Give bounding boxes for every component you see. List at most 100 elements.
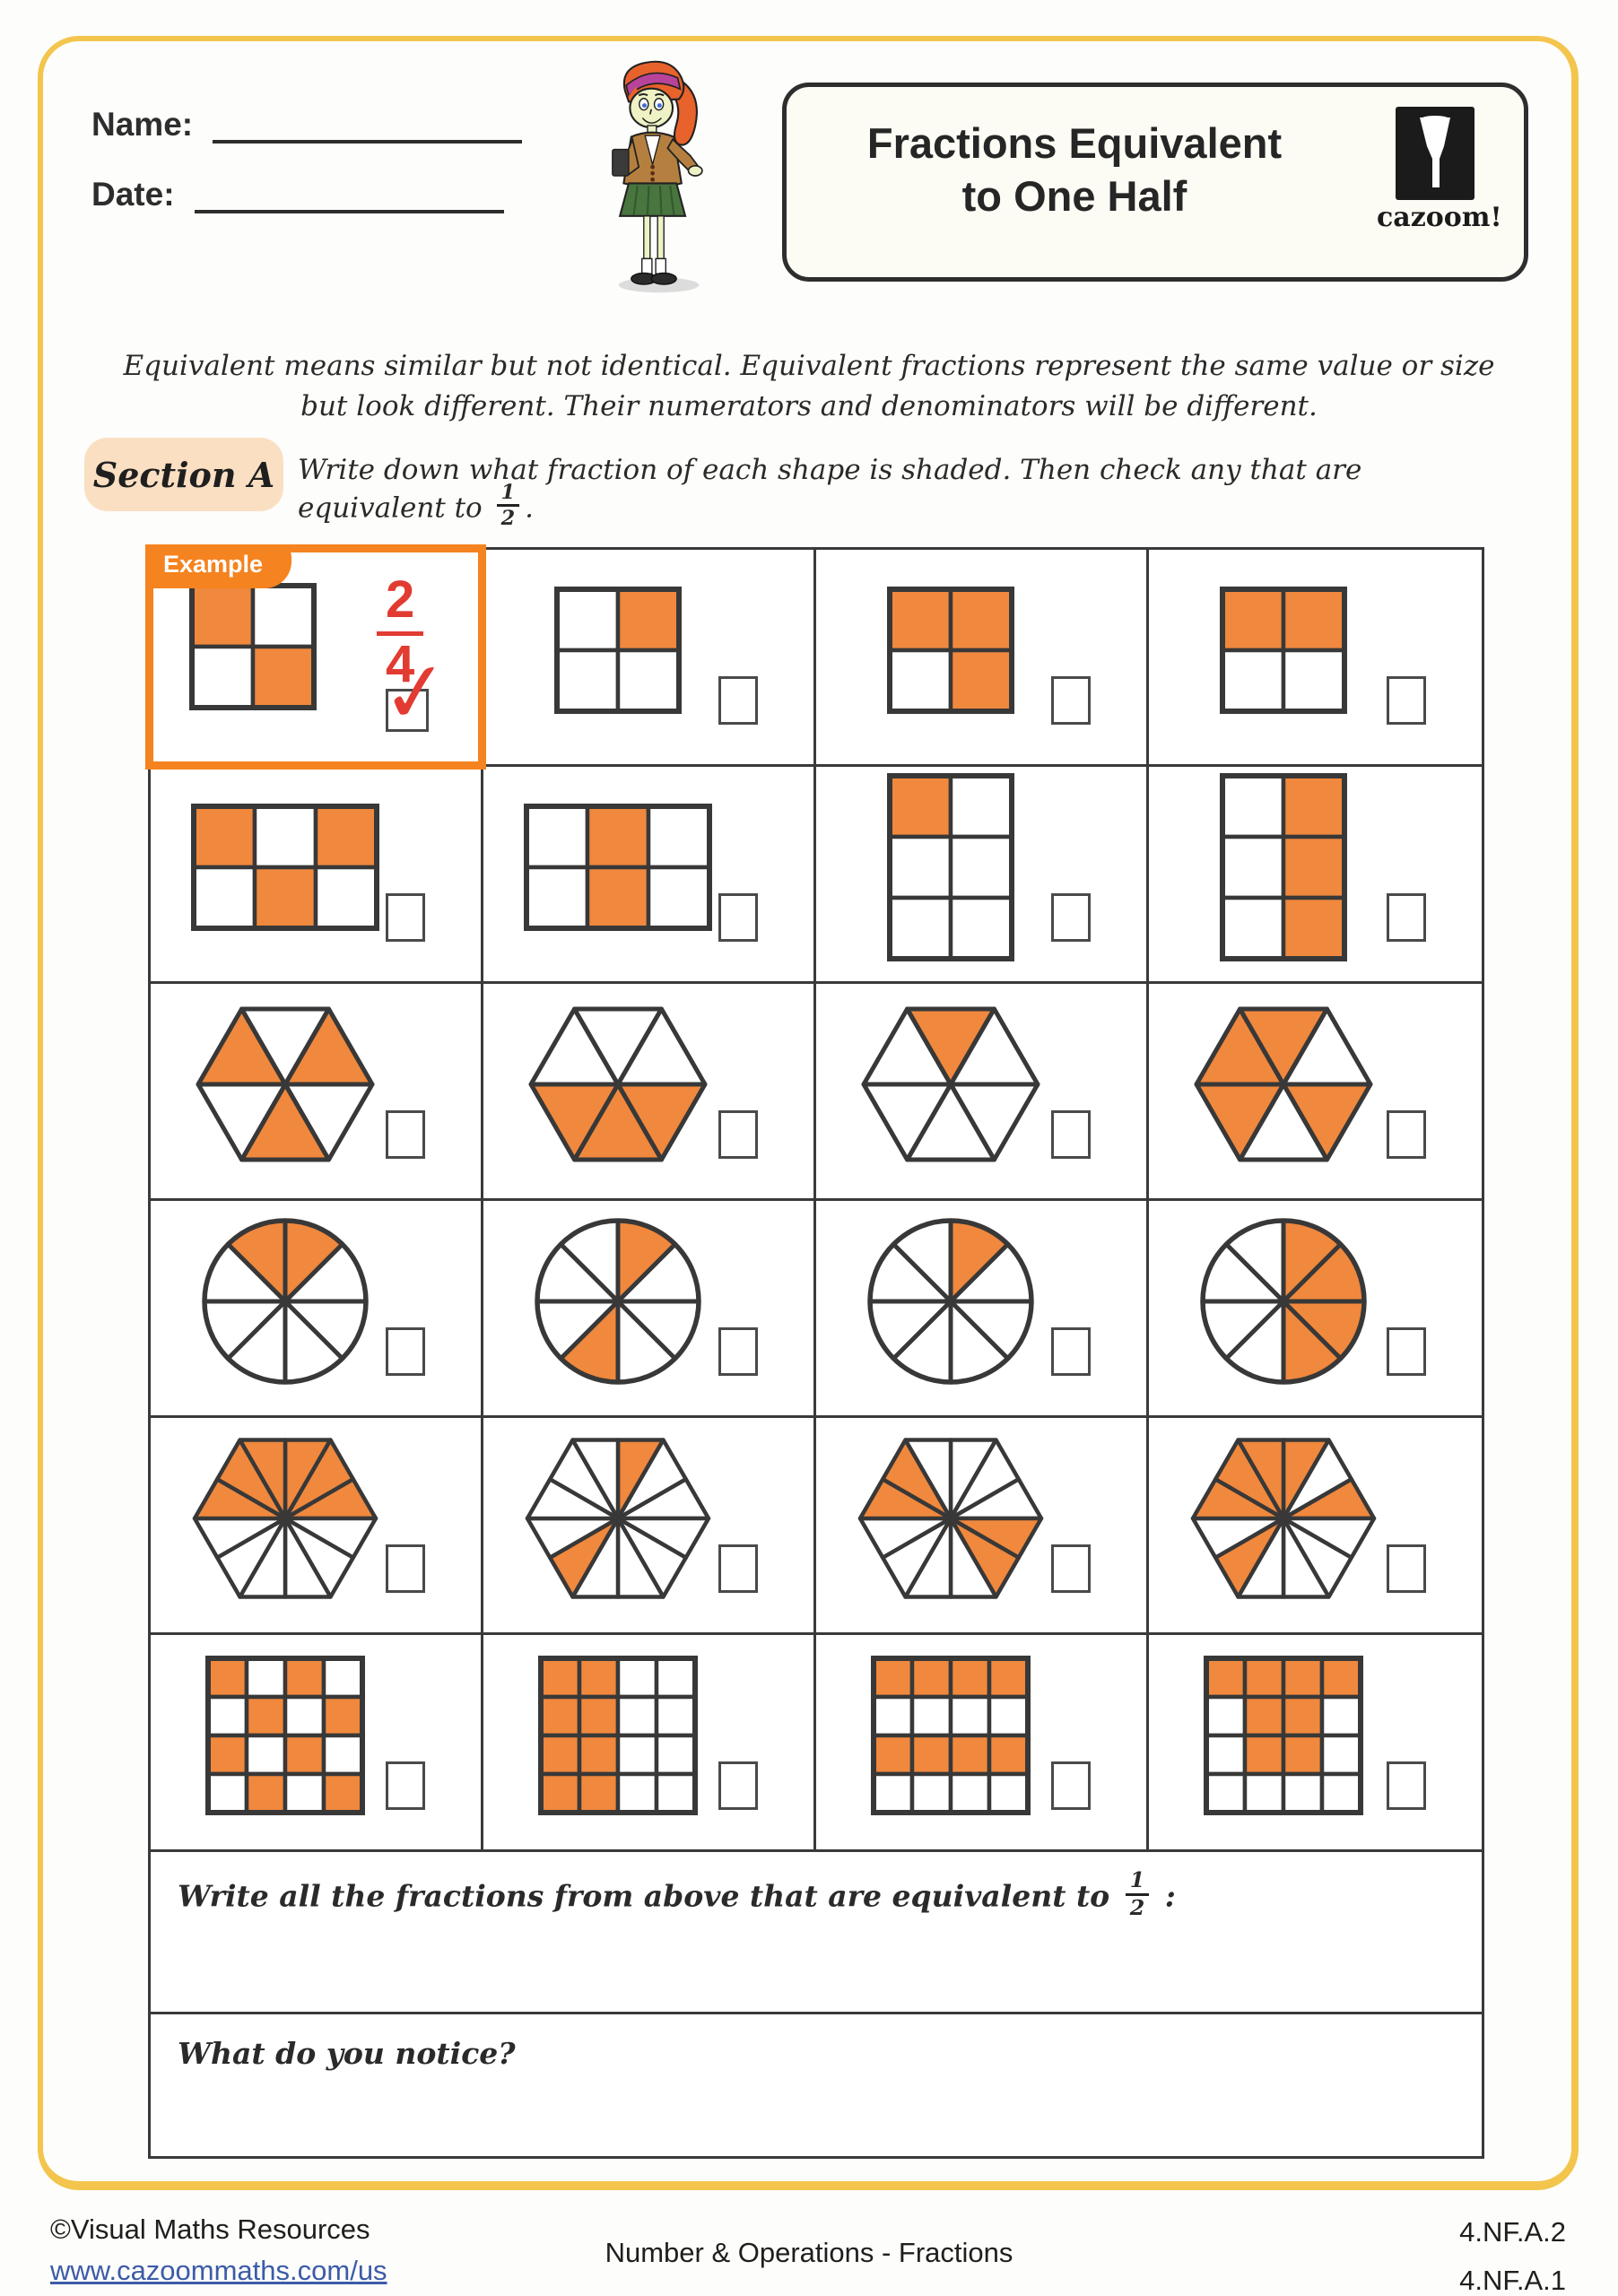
standard-code: 4.NF.A.1 — [1459, 2265, 1566, 2296]
equivalent-checkbox[interactable] — [718, 676, 758, 725]
equivalent-checkbox[interactable] — [718, 1327, 758, 1376]
fraction-cell — [483, 550, 816, 767]
fraction-shape-2x2-grid — [886, 586, 1015, 715]
equivalent-checkbox[interactable] — [1051, 1327, 1091, 1376]
fraction-shape-4x4-grid — [870, 1655, 1031, 1816]
equivalent-checkbox[interactable]: ✓ — [377, 641, 456, 744]
cazoom-logo: cazoom! — [1377, 107, 1502, 233]
cazoom-logo-text: cazoom! — [1377, 202, 1502, 233]
name-field-row: Name: — [91, 106, 523, 144]
fraction-shape-hexagon-twelfths — [1187, 1435, 1379, 1603]
fraction-cell — [151, 1635, 483, 1852]
fraction-shape-circle-eighths — [865, 1215, 1037, 1387]
fraction-cell — [151, 1201, 483, 1418]
equivalent-checkbox[interactable] — [1387, 1544, 1426, 1593]
fraction-cell: Example 2 4 ✓ — [145, 544, 486, 770]
footer-topic: Number & Operations - Fractions — [605, 2237, 1013, 2268]
equivalent-checkbox[interactable] — [386, 1544, 425, 1593]
cazoom-logo-icon — [1396, 107, 1474, 200]
fraction-shape-3x2-grid — [190, 803, 380, 932]
standard-code: 4.NF.A.2 — [1459, 2216, 1566, 2248]
fraction-cell — [816, 1635, 1149, 1852]
equivalent-checkbox[interactable] — [1387, 893, 1426, 942]
fraction-shape-hexagon-twelfths — [522, 1435, 714, 1603]
equivalent-checkbox[interactable] — [1051, 676, 1091, 725]
fraction-shape-4x4-grid — [537, 1655, 699, 1816]
intro-text: Equivalent means similar but not identic… — [123, 350, 1495, 422]
fraction-shape-4x4-grid — [204, 1655, 366, 1816]
mascot-illustration — [578, 56, 729, 300]
title-box: Fractions Equivalent to One Half cazoom! — [782, 83, 1528, 282]
fraction-shape-circle-eighths — [1197, 1215, 1370, 1387]
fraction-shape-hexagon-twelfths — [189, 1435, 381, 1603]
name-line[interactable] — [213, 113, 523, 144]
fraction-shape-circle-eighths — [532, 1215, 704, 1387]
fraction-shape-3x2-grid — [523, 803, 713, 932]
fraction-cell — [816, 1418, 1149, 1635]
equivalent-checkbox[interactable] — [718, 1761, 758, 1810]
equivalent-checkbox[interactable] — [1051, 1544, 1091, 1593]
fraction-shape-hexagon-twelfths — [855, 1435, 1047, 1603]
worksheet-title: Fractions Equivalent to One Half — [866, 119, 1283, 220]
footer-standards: 4.NF.A.2 4.NF.A.1 — [1459, 2208, 1566, 2296]
equivalent-checkbox[interactable] — [386, 1110, 425, 1159]
fraction-cell — [151, 1418, 483, 1635]
date-field-row: Date: — [91, 176, 504, 213]
equivalent-checkbox[interactable] — [1387, 1761, 1426, 1810]
fraction-shape-circle-eighths — [199, 1215, 371, 1387]
equivalent-checkbox[interactable] — [1387, 1110, 1426, 1159]
fraction-shape-hexagon-sixths — [526, 1004, 710, 1165]
fraction-shape-2x2-grid — [188, 582, 318, 711]
fraction-grid: Example 2 4 ✓ Write all the fractions from … — [145, 544, 1484, 2159]
fraction-shape-2x3-grid — [1219, 772, 1348, 962]
equivalent-checkbox[interactable] — [718, 893, 758, 942]
fraction-cell — [816, 984, 1149, 1201]
equivalent-checkbox[interactable] — [1051, 893, 1091, 942]
equivalent-checkbox[interactable] — [1387, 676, 1426, 725]
copyright-text: ©Visual Maths Resources — [50, 2213, 370, 2245]
fraction-cell — [151, 984, 483, 1201]
fraction-cell — [816, 767, 1149, 984]
fraction-cell — [816, 550, 1149, 767]
fraction-cell — [483, 767, 816, 984]
section-a-instruction: Write down what fraction of each shape i… — [298, 454, 1362, 531]
equivalent-checkbox[interactable] — [386, 1761, 425, 1810]
date-line[interactable] — [194, 183, 504, 213]
fraction-shape-2x2-grid — [1219, 586, 1348, 715]
equivalent-checkbox[interactable] — [386, 1327, 425, 1376]
equivalent-checkbox[interactable] — [718, 1544, 758, 1593]
fraction-cell — [1149, 550, 1482, 767]
equivalent-checkbox[interactable] — [1051, 1761, 1091, 1810]
fraction-cell — [483, 1201, 816, 1418]
notice-answer-area[interactable] — [151, 2077, 1482, 2156]
notice-prompt-row: What do you notice? — [151, 2014, 1482, 2156]
fraction-cell — [483, 984, 816, 1201]
fraction-shape-hexagon-sixths — [193, 1004, 378, 1165]
fraction-cell — [1149, 767, 1482, 984]
example-tab-label: Example — [145, 544, 292, 588]
checkmark-icon: ✓ — [376, 641, 456, 744]
fraction-cell — [1149, 984, 1482, 1201]
fraction-cell — [816, 1201, 1149, 1418]
fraction-cell — [483, 1635, 816, 1852]
fraction-shape-2x2-grid — [553, 586, 683, 715]
equivalent-answer-area[interactable] — [151, 1915, 1482, 2012]
equivalent-checkbox[interactable] — [386, 893, 425, 942]
equivalent-checkbox[interactable] — [1051, 1110, 1091, 1159]
website-link[interactable]: www.cazoommaths.com/us — [50, 2255, 387, 2286]
fraction-shape-2x3-grid — [886, 772, 1015, 962]
name-label: Name: — [91, 106, 194, 143]
fraction-shape-4x4-grid — [1203, 1655, 1364, 1816]
date-label: Date: — [91, 176, 175, 213]
equivalent-checkbox[interactable] — [1387, 1327, 1426, 1376]
equivalent-checkbox[interactable] — [718, 1110, 758, 1159]
equivalent-fractions-prompt-row: Write all the fractions from above that … — [151, 1852, 1482, 2014]
notice-prompt-text: What do you notice? — [178, 2036, 516, 2071]
fraction-cell — [1149, 1635, 1482, 1852]
fraction-shape-hexagon-sixths — [858, 1004, 1043, 1165]
footer-attribution: ©Visual Maths Resources www.cazoommaths.… — [50, 2213, 387, 2287]
